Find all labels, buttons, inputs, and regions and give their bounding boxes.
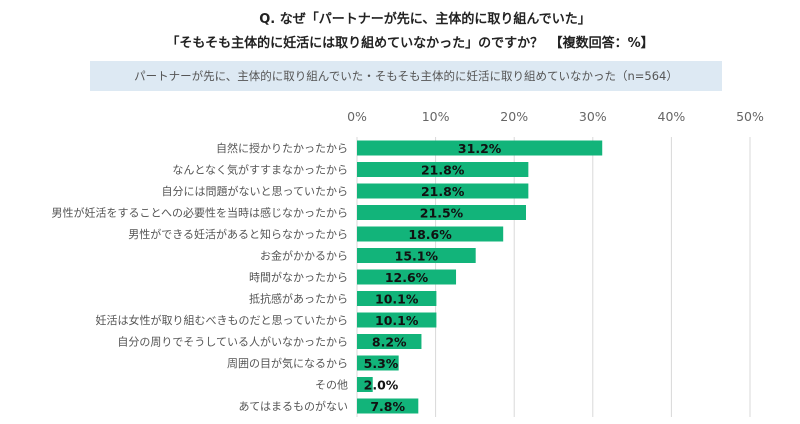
x-tick-label: 50% xyxy=(736,109,764,124)
bars xyxy=(357,140,603,414)
bar xyxy=(357,269,457,285)
bar xyxy=(357,248,476,263)
value-label: 31.2% xyxy=(458,141,502,156)
category-label: 周囲の目が気になるから xyxy=(227,356,348,370)
category-label: お金がかかるから xyxy=(260,249,348,263)
bar xyxy=(357,140,603,156)
x-tick-label: 10% xyxy=(422,109,450,124)
category-label: 時間がなかったから xyxy=(249,270,348,284)
value-label: 15.1% xyxy=(395,249,439,264)
value-label: 10.1% xyxy=(375,292,419,307)
category-label: その他 xyxy=(315,379,348,392)
value-label: 12.6% xyxy=(385,270,429,285)
category-label: 自然に授かりたかったから xyxy=(216,141,348,155)
category-label: なんとなく気がすすまなかったから xyxy=(172,163,348,177)
category-label: 自分には問題がないと思っていたから xyxy=(162,184,348,198)
bar xyxy=(357,205,526,220)
value-label: 10.1% xyxy=(375,313,419,328)
bar xyxy=(357,183,529,199)
x-tick-label: 0% xyxy=(347,109,367,124)
value-label: 21.5% xyxy=(420,206,464,221)
bar xyxy=(357,355,399,371)
value-label: 18.6% xyxy=(408,227,452,242)
value-label: 21.8% xyxy=(421,184,465,199)
category-labels: 自然に授かりたかったからなんとなく気がすすまなかったから自分には問題がないと思っ… xyxy=(52,141,348,413)
bar xyxy=(357,162,529,177)
bar xyxy=(357,377,373,392)
chart-title-line-1: Q. なぜ「パートナーが先に、主体的に取り組んでいた」 xyxy=(259,12,591,27)
category-label: 抵抗感があったから xyxy=(249,292,348,306)
x-axis-ticks: 0% 10% 20% 30% 40% 50% xyxy=(347,109,764,124)
value-label: 5.3% xyxy=(364,356,399,371)
x-tick-label: 40% xyxy=(658,109,686,124)
subtitle-text: パートナーが先に、主体的に取り組んでいた・そもそも主体的に妊活に取り組めていなか… xyxy=(134,69,678,83)
category-label: 男性が妊活をすることへの必要性を当時は感じなかったから xyxy=(52,206,348,220)
value-labels: 31.2% 21.8% 21.8% 21.5% 18.6% 15.1% 12.6% 10.1%… xyxy=(364,141,502,414)
bar xyxy=(357,226,504,242)
bar xyxy=(357,398,419,414)
value-label: 21.8% xyxy=(421,163,465,178)
category-label: 男性ができる妊活があると知らなかったから xyxy=(128,227,348,241)
category-label: 妊活は女性が取り組むべきものだと思っていたから xyxy=(96,313,348,327)
x-tick-label: 20% xyxy=(500,109,528,124)
value-label: 8.2% xyxy=(372,335,407,350)
category-label: あてはまるものがない xyxy=(238,399,348,413)
chart-title-line-2: 「そもそも主体的に妊活には取り組めていなかった」のですか？ 【複数回答：%】 xyxy=(166,36,654,51)
bar xyxy=(357,291,437,306)
bar xyxy=(357,334,422,349)
bar xyxy=(357,312,437,328)
value-label: 2.0% xyxy=(364,378,399,393)
subtitle-banner: パートナーが先に、主体的に取り組んでいた・そもそも主体的に妊活に取り組めていなか… xyxy=(90,61,722,91)
value-label: 7.8% xyxy=(370,399,405,414)
x-tick-label: 30% xyxy=(579,109,607,124)
category-label: 自分の周りでそうしている人がいなかったから xyxy=(117,335,348,349)
